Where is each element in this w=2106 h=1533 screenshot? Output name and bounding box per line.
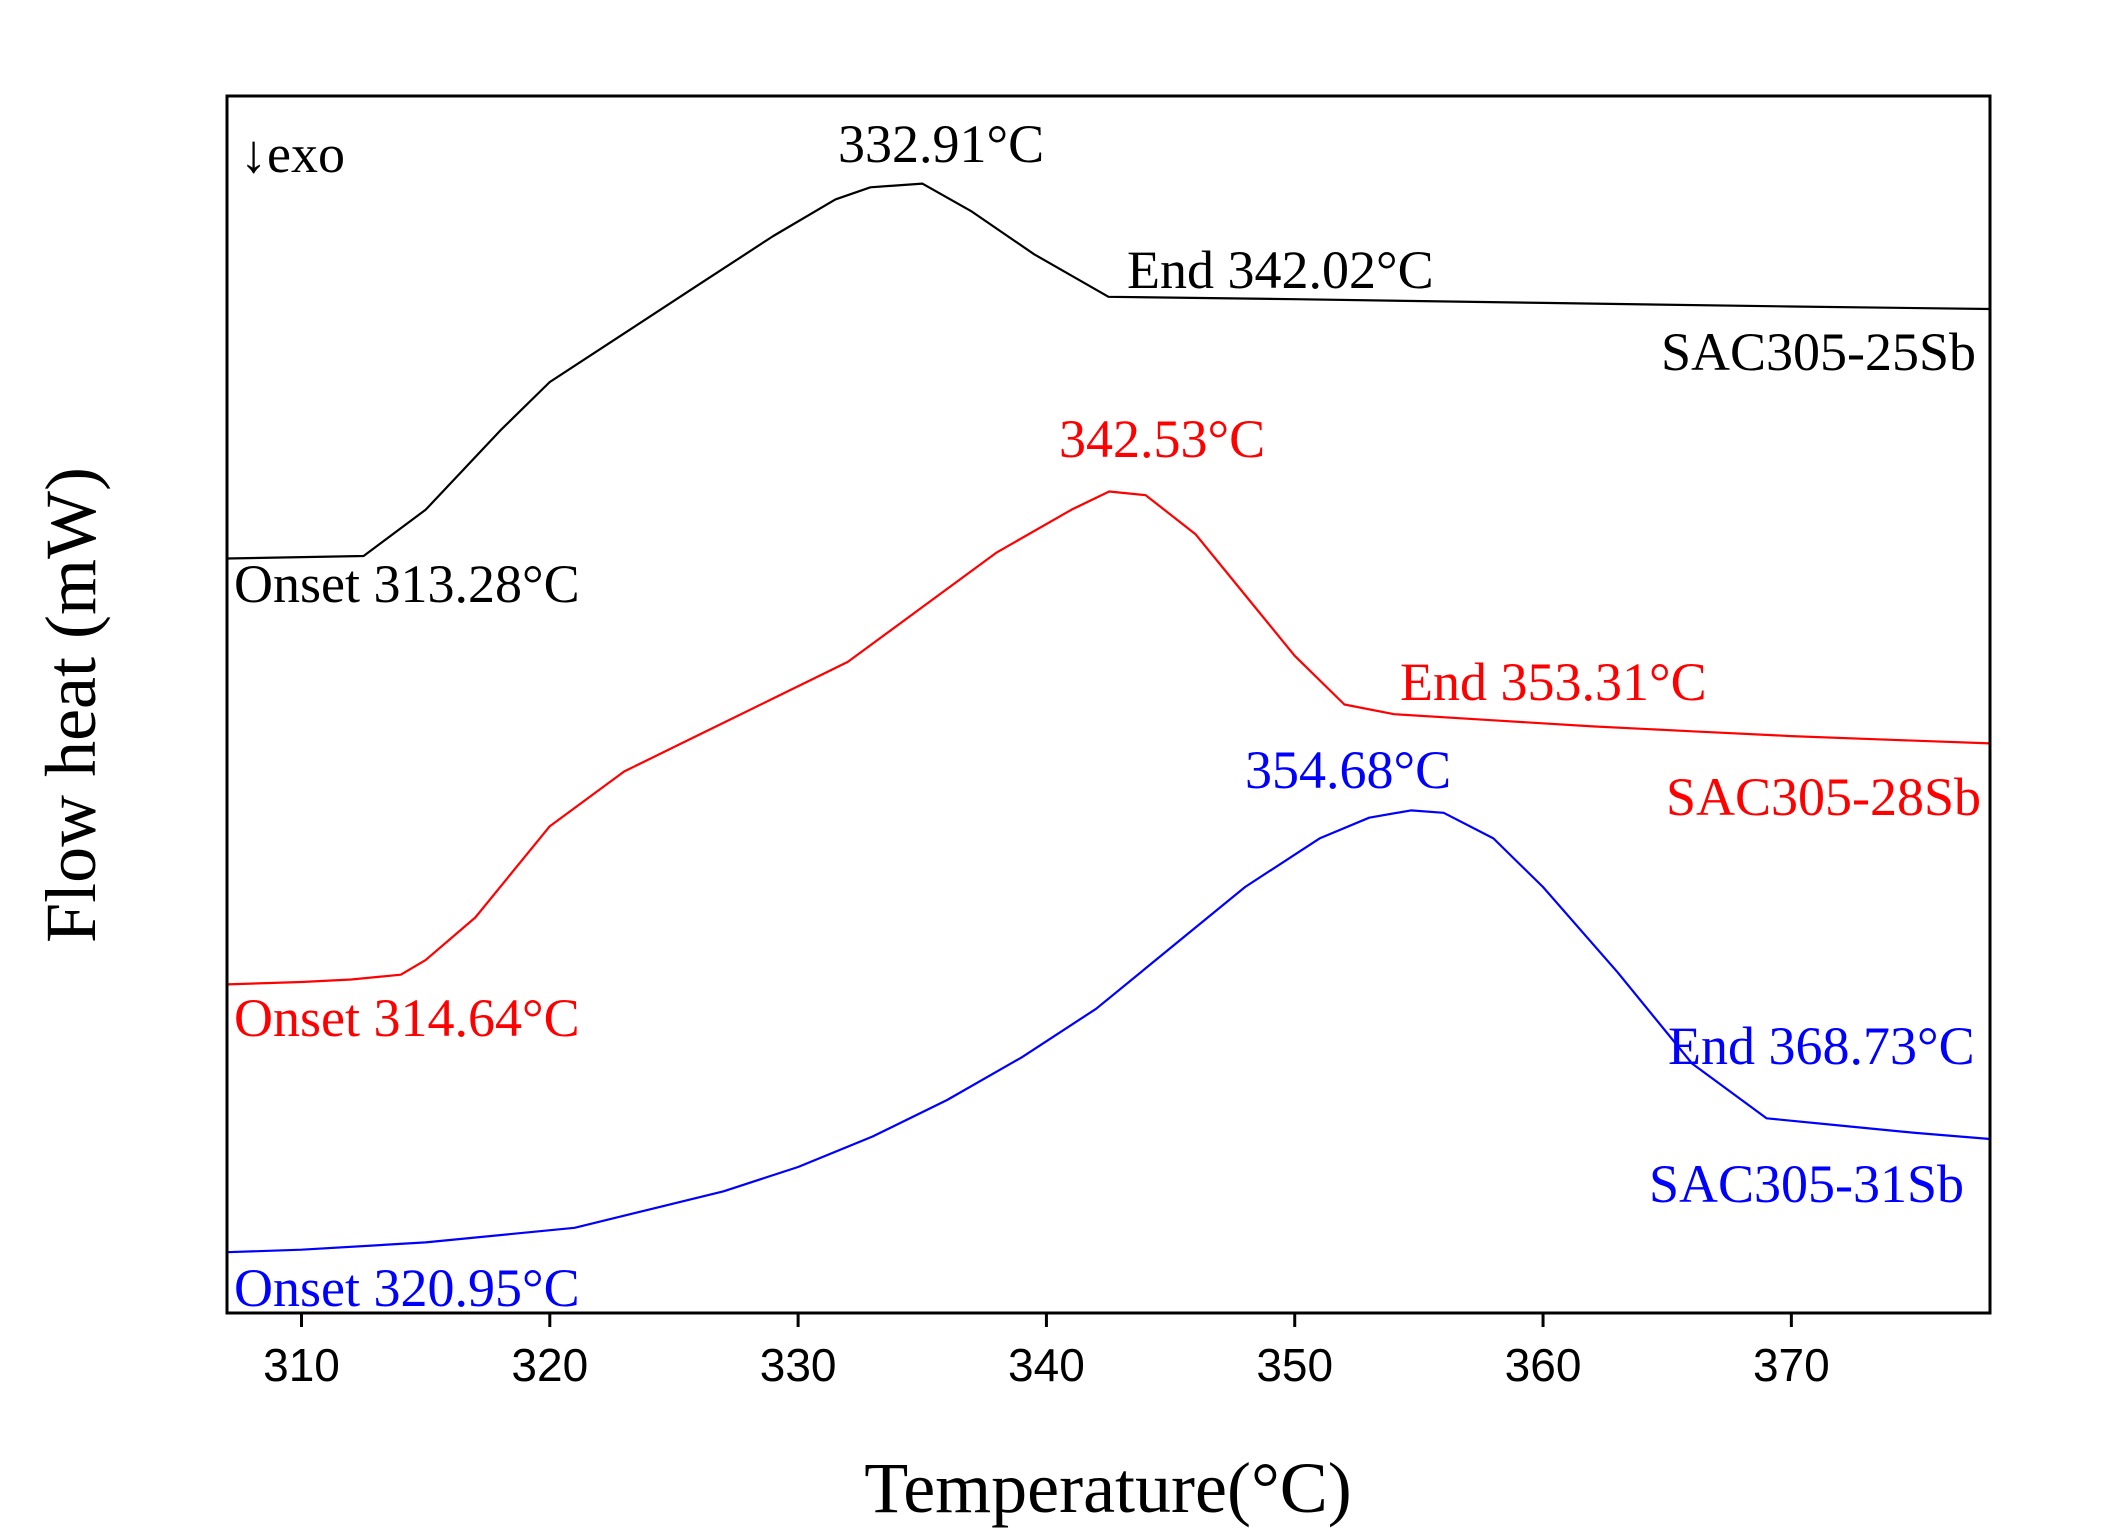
x-tick-label: 320 — [511, 1339, 588, 1391]
series-3-end-label: End 368.73°C — [1668, 1016, 1975, 1076]
series-2-onset-label: Onset 314.64°C — [234, 988, 580, 1048]
x-tick-label: 330 — [760, 1339, 837, 1391]
series-1-peak-label: 332.91°C — [838, 114, 1044, 174]
series-1-name-label: SAC305-25Sb — [1661, 322, 1976, 382]
series-1-onset-label: Onset 313.28°C — [234, 554, 580, 614]
series-1-end-label: End 342.02°C — [1127, 240, 1434, 300]
series-2-peak-label: 342.53°C — [1059, 409, 1265, 469]
series-2-end-label: End 353.31°C — [1400, 652, 1707, 712]
x-tick-label: 340 — [1008, 1339, 1085, 1391]
x-axis-ticks: 310 320 330 340 350 360 370 — [263, 1313, 1830, 1391]
x-axis-label: Temperature(°C) — [864, 1448, 1352, 1528]
y-axis-label: Flow heat (mW) — [31, 467, 111, 943]
x-tick-label: 310 — [263, 1339, 340, 1391]
curves-layer — [226, 182, 1991, 1254]
series-3-onset-label: Onset 320.95°C — [234, 1258, 580, 1318]
series-2-name-label: SAC305-28Sb — [1666, 767, 1981, 827]
series-line-sac305-31sb — [226, 809, 1991, 1254]
series-3-peak-label: 354.68°C — [1245, 740, 1451, 800]
exo-direction-label: ↓exo — [240, 124, 345, 184]
plot-frame — [225, 94, 1992, 1315]
x-tick-label: 360 — [1505, 1339, 1582, 1391]
series-line-sac305-25sb — [226, 182, 1991, 560]
x-tick-label: 350 — [1256, 1339, 1333, 1391]
series-line-sac305-28sb — [226, 490, 1991, 986]
series-3-name-label: SAC305-31Sb — [1649, 1154, 1964, 1214]
x-tick-label: 370 — [1753, 1339, 1830, 1391]
